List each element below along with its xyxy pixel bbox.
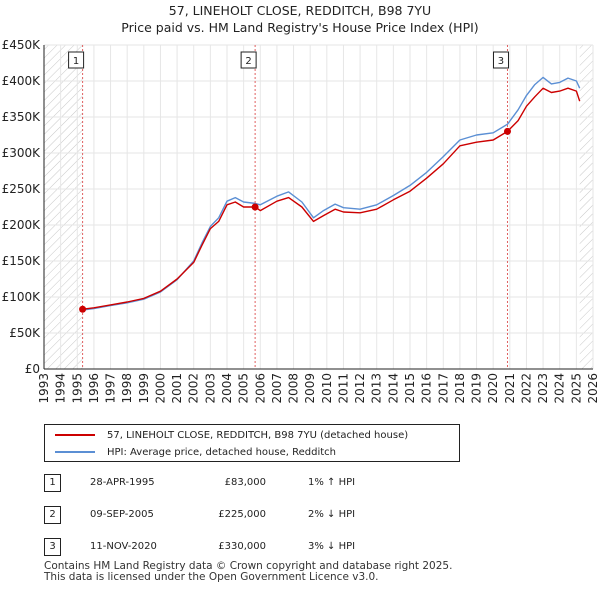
sale-marker-box xyxy=(492,51,509,69)
hpi-line xyxy=(82,76,581,311)
x-tick-label: 1993 xyxy=(37,373,51,404)
sale-hpi-diff: 2% ↓ HPI xyxy=(308,509,356,520)
y-tick-label: £200K xyxy=(2,218,42,232)
x-tick-label: 2005 xyxy=(237,373,251,404)
x-tick-label: 2018 xyxy=(453,373,467,404)
x-tick-label: 2022 xyxy=(519,373,533,404)
sale-row: 2 09-SEP-2005 £225,000 2% ↓ HPI xyxy=(44,506,464,526)
chart-title: 57, LINEHOLT CLOSE, REDDITCH, B98 7YU xyxy=(168,3,432,18)
sale-number-badge: 3 xyxy=(44,538,61,556)
y-tick-label: £150K xyxy=(2,254,42,268)
y-tick-label: £0 xyxy=(25,362,40,376)
x-tick-label: 2021 xyxy=(503,373,517,404)
x-tick-label: 2014 xyxy=(386,373,400,404)
sale-number-badge: 1 xyxy=(44,474,61,492)
x-tick-label: 2024 xyxy=(553,373,567,404)
x-tick-label: 2017 xyxy=(436,373,450,404)
sale-price: £83,000 xyxy=(224,477,266,488)
sale-hpi-diff: 1% ↑ HPI xyxy=(308,477,356,488)
property-price-line xyxy=(82,87,581,310)
y-tick-label: £300K xyxy=(2,146,42,160)
sale-marker-box xyxy=(240,51,257,69)
x-tick-label: 2025 xyxy=(569,373,583,404)
legend-item-hpi: HPI: Average price, detached house, Redd… xyxy=(55,444,336,460)
sale-marker-box xyxy=(68,51,85,69)
sale-point xyxy=(503,127,511,135)
x-tick-label: 2004 xyxy=(220,373,234,404)
x-tick-label: 1999 xyxy=(137,373,151,404)
x-tick-label: 2020 xyxy=(486,373,500,404)
y-tick-label: £450K xyxy=(2,38,42,52)
x-tick-label: 1998 xyxy=(120,373,134,404)
sale-row: 3 11-NOV-2020 £330,000 3% ↓ HPI xyxy=(44,538,464,558)
sale-hpi-diff: 3% ↓ HPI xyxy=(308,541,356,552)
x-tick-label: 2002 xyxy=(187,373,201,404)
legend-swatch-hpi xyxy=(55,451,95,453)
chart-subtitle: Price paid vs. HM Land Registry's House … xyxy=(121,20,479,35)
x-tick-label: 1995 xyxy=(70,373,84,404)
sale-number-badge: 2 xyxy=(44,506,61,524)
chart-legend: 57, LINEHOLT CLOSE, REDDITCH, B98 7YU (d… xyxy=(44,424,460,462)
x-tick-label: 2003 xyxy=(203,373,217,404)
x-tick-label: 2001 xyxy=(170,373,184,404)
x-tick-label: 2012 xyxy=(353,373,367,404)
x-tick-label: 2019 xyxy=(470,373,484,404)
x-tick-label: 1996 xyxy=(87,373,101,404)
sale-point xyxy=(251,203,259,211)
x-tick-label: 1997 xyxy=(104,373,118,404)
x-tick-label: 2023 xyxy=(536,373,550,404)
x-tick-label: 2008 xyxy=(287,373,301,404)
price-chart: £0 £50K £100K £150K £200K £250K £300K £350K £400… xyxy=(2,38,600,404)
legend-label-hpi: HPI: Average price, detached house, Redd… xyxy=(107,446,336,458)
sale-date: 11-NOV-2020 xyxy=(90,541,157,552)
legend-label-property: 57, LINEHOLT CLOSE, REDDITCH, B98 7YU (d… xyxy=(107,429,409,441)
x-tick-label: 2015 xyxy=(403,373,417,404)
footer-licence: This data is licensed under the Open Gov… xyxy=(44,571,379,583)
legend-item-property: 57, LINEHOLT CLOSE, REDDITCH, B98 7YU (d… xyxy=(55,427,408,443)
sale-price: £225,000 xyxy=(218,509,266,520)
x-tick-label: 2016 xyxy=(420,373,434,404)
x-tick-label: 2006 xyxy=(253,373,267,404)
x-tick-label: 2013 xyxy=(370,373,384,404)
x-tick-label: 2026 xyxy=(586,373,600,404)
x-tick-label: 2007 xyxy=(270,373,284,404)
y-tick-label: £50K xyxy=(9,326,41,340)
footer-notice: Contains HM Land Registry data © Crown c… xyxy=(44,561,452,583)
y-tick-label: £250K xyxy=(2,182,42,196)
sale-marker-label: 2 xyxy=(245,56,251,67)
sale-price: £330,000 xyxy=(218,541,266,552)
footer-copyright: Contains HM Land Registry data © Crown c… xyxy=(44,560,453,572)
x-tick-label: 1994 xyxy=(54,373,68,404)
y-tick-label: £100K xyxy=(2,290,42,304)
chart-title-block: 57, LINEHOLT CLOSE, REDDITCH, B98 7YU Pr… xyxy=(0,2,600,36)
x-tick-label: 2011 xyxy=(336,373,350,404)
sale-marker-label: 1 xyxy=(73,56,79,67)
hatched-region xyxy=(579,45,593,369)
sale-date: 28-APR-1995 xyxy=(90,477,155,488)
sale-row: 1 28-APR-1995 £83,000 1% ↑ HPI xyxy=(44,474,464,494)
x-tick-label: 2000 xyxy=(153,373,167,404)
legend-swatch-property xyxy=(55,434,95,436)
x-tick-label: 2010 xyxy=(320,373,334,404)
sale-marker-label: 3 xyxy=(498,56,504,67)
y-tick-label: £350K xyxy=(2,110,42,124)
sale-date: 09-SEP-2005 xyxy=(90,509,154,520)
x-tick-label: 2009 xyxy=(303,373,317,404)
hatched-region xyxy=(44,45,83,369)
sale-point xyxy=(79,305,87,313)
y-tick-label: £400K xyxy=(2,74,42,88)
